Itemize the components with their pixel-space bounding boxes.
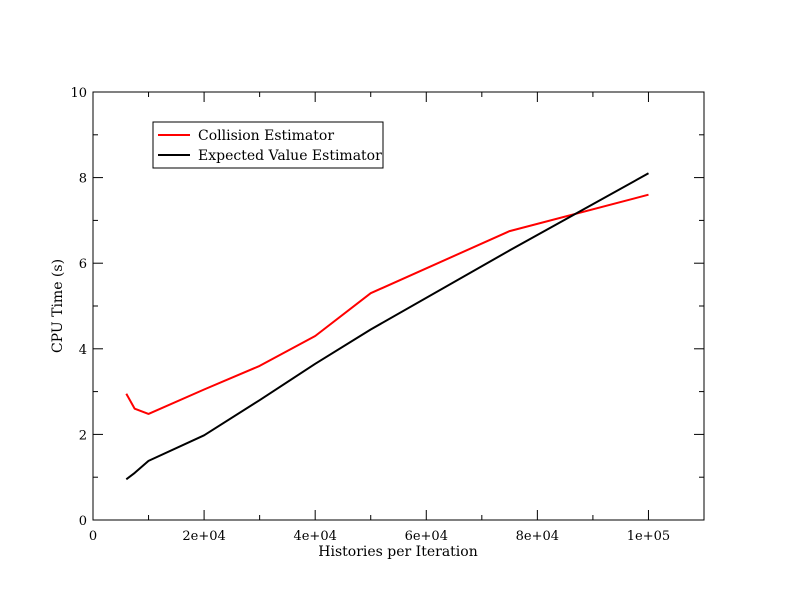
y-tick-label: 6: [79, 257, 87, 272]
x-axis-title: Histories per Iteration: [318, 544, 477, 560]
y-tick-label: 2: [79, 428, 87, 443]
legend: Collision Estimator Expected Value Estim…: [152, 121, 384, 169]
legend-label-collision: Collision Estimator: [198, 128, 334, 144]
y-tick-label: 10: [70, 86, 87, 101]
y-tick-label: 4: [79, 343, 87, 358]
x-tick-label: 0: [89, 529, 97, 544]
series-layer: [125, 172, 649, 481]
series-line-collision-estimator: [125, 193, 649, 415]
series-line-expected-value-estimator: [125, 172, 649, 481]
x-tick-label: 8e+04: [516, 529, 559, 544]
y-axis-title: CPU Time (s): [50, 259, 66, 353]
x-axis-ticks: 0 2e+04 4e+04 6e+04 8e+04 1e+05: [89, 92, 670, 544]
x-tick-label: 2e+04: [182, 529, 225, 544]
x-tick-label: 4e+04: [293, 529, 336, 544]
legend-label-expected-value: Expected Value Estimator: [198, 148, 382, 164]
legend-box: [152, 121, 384, 169]
x-tick-label: 6e+04: [405, 529, 448, 544]
y-tick-label: 8: [79, 172, 87, 187]
y-tick-label: 0: [79, 514, 87, 529]
y-axis-ticks: 0 2 4 6 8 10: [70, 86, 704, 529]
x-tick-label: 1e+05: [627, 529, 670, 544]
